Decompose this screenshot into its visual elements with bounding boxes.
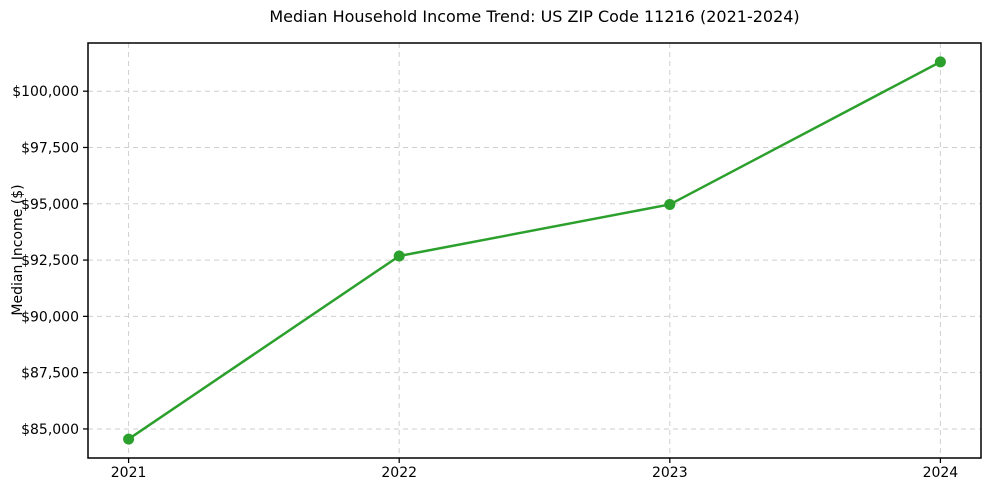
data-point-marker [123, 433, 135, 445]
y-tick-label: $97,500 [21, 140, 79, 156]
chart-title: Median Household Income Trend: US ZIP Co… [269, 7, 800, 26]
plot-border [87, 42, 982, 459]
y-tick-label: $92,500 [21, 253, 79, 269]
data-point-marker [664, 198, 676, 210]
data-point-marker [393, 250, 405, 262]
data-point-marker [934, 56, 946, 68]
y-tick-label: $95,000 [21, 197, 79, 213]
x-tick-label: 2021 [111, 465, 147, 481]
x-tick-label: 2023 [652, 465, 688, 481]
y-tick-label: $87,500 [21, 366, 79, 382]
y-tick-label: $100,000 [12, 84, 79, 100]
income-trend-line [127, 60, 942, 441]
y-tick-label: $90,000 [21, 309, 79, 325]
y-tick-label: $85,000 [21, 422, 79, 438]
x-tick-label: 2022 [381, 465, 417, 481]
x-tick-label: 2024 [923, 465, 959, 481]
